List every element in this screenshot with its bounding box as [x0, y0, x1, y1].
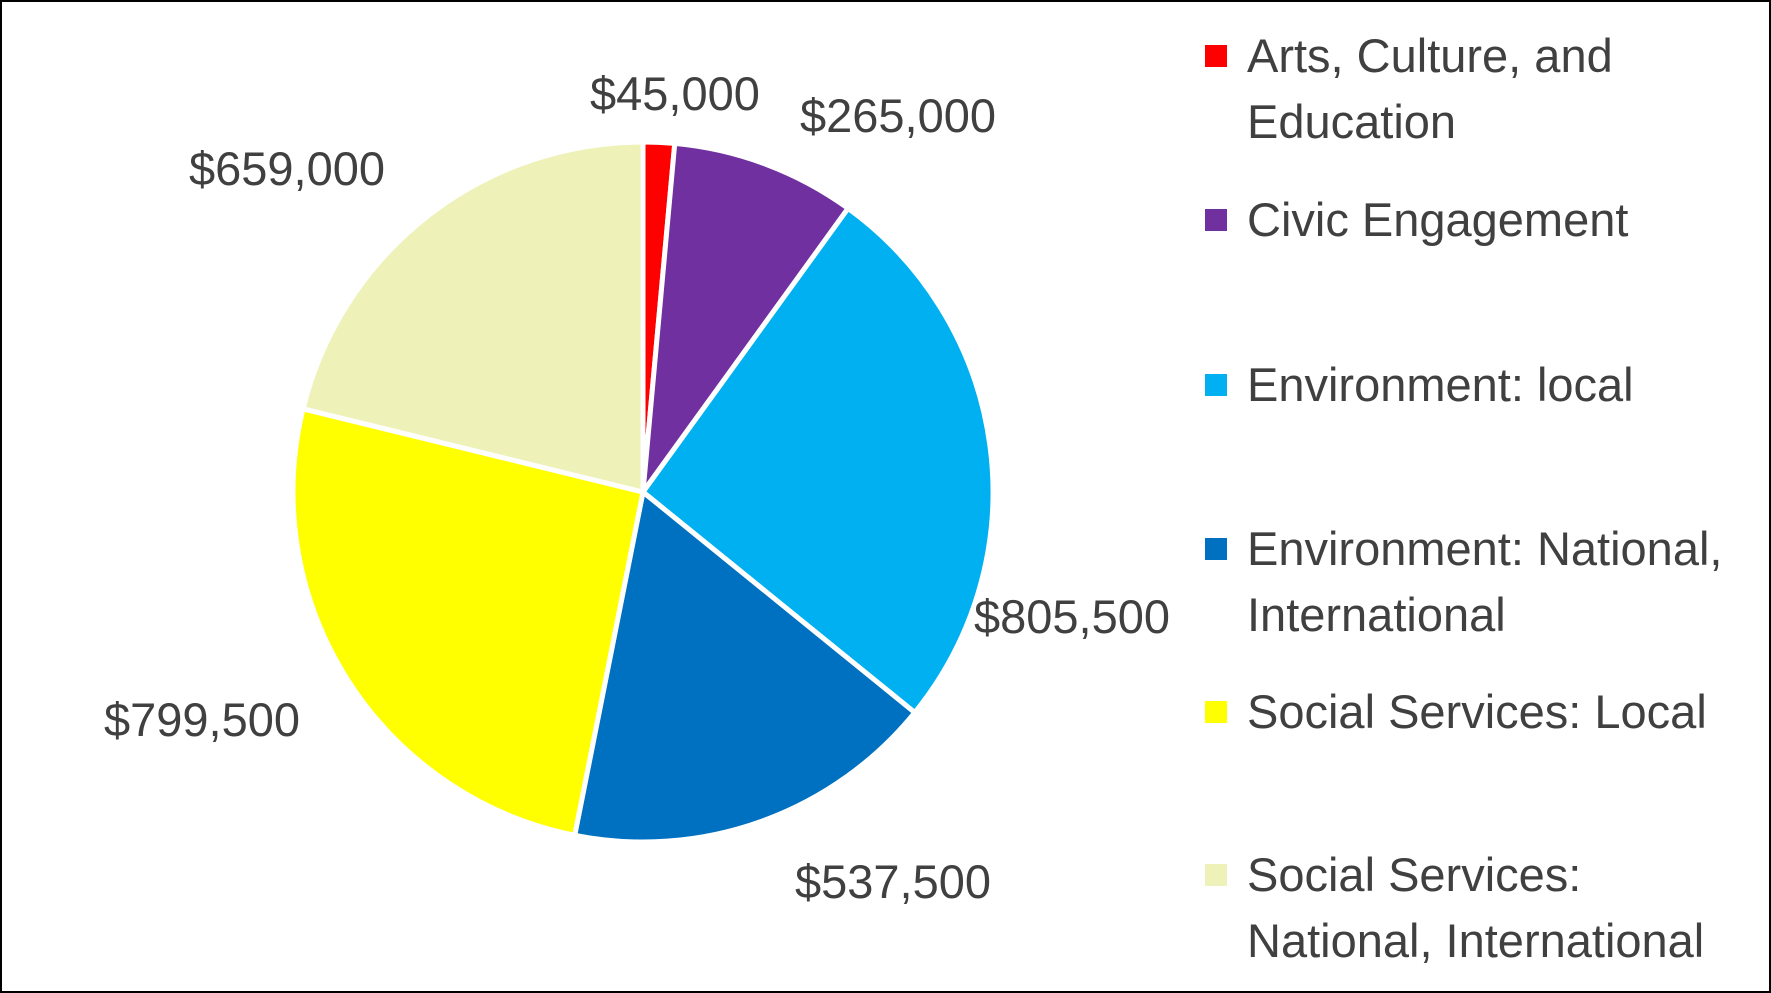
data-label-environment-local: $805,500 [974, 590, 1171, 643]
data-label-environment-national-international: $537,500 [795, 855, 992, 908]
pie-slice-social-services-national-international [300, 139, 646, 495]
pie-slice-civic-engagement [640, 140, 851, 495]
legend-swatch [1205, 45, 1227, 67]
data-label-social-services-local: $799,500 [104, 693, 301, 746]
legend-label: Social Services: Local [1247, 685, 1707, 738]
legend-swatch [1205, 864, 1227, 886]
legend-label: Environment: local [1247, 358, 1634, 411]
legend-label: Environment: National, International [1247, 522, 1723, 641]
legend-label: Arts, Culture, and Education [1247, 29, 1613, 148]
legend-swatch [1205, 701, 1227, 723]
legend-swatch [1205, 538, 1227, 560]
legend-label: Social Services: National, International [1247, 848, 1705, 967]
legend-swatch [1205, 374, 1227, 396]
pie-slice-environment-local [640, 205, 996, 716]
data-label-arts-culture-education: $45,000 [590, 67, 760, 120]
legend-label: Civic Engagement [1247, 193, 1629, 246]
data-label-civic-engagement: $265,000 [800, 89, 997, 142]
pie-slice-environment-national-international [572, 489, 918, 845]
legend-swatch [1205, 209, 1227, 231]
data-label-social-services-national-international: $659,000 [189, 142, 386, 195]
pie-slice-social-services-local [290, 406, 646, 838]
